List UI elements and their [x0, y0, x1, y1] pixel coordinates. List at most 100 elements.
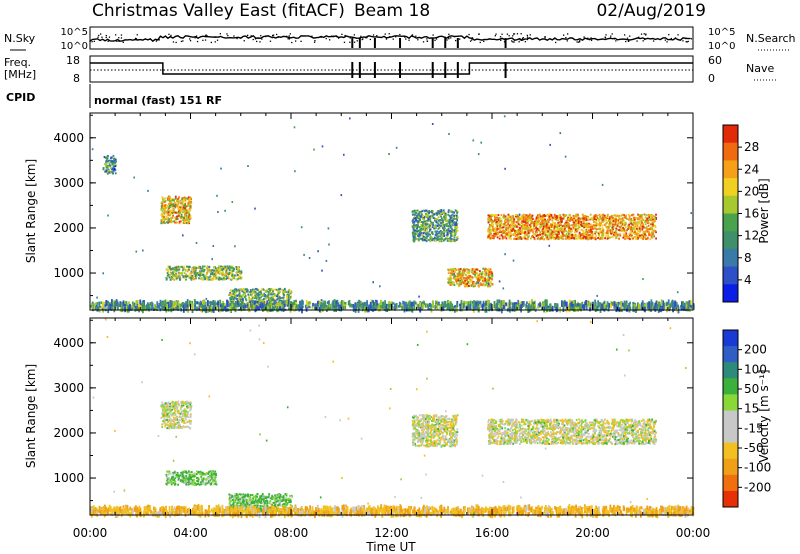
range-gate-cell [412, 239, 415, 242]
range-gate-cell [649, 238, 652, 241]
noise-dot [519, 39, 521, 41]
range-gate-cell [576, 222, 578, 225]
range-gate-cell [508, 234, 511, 237]
range-gate-cell [176, 215, 178, 218]
range-gate-cell [482, 302, 485, 308]
range-gate-cell [279, 290, 281, 293]
range-gate-cell [635, 238, 638, 240]
range-gate-cell [289, 296, 292, 299]
range-gate-cell [447, 210, 450, 213]
range-gate-cell [423, 218, 425, 221]
range-gate-cell [204, 275, 207, 277]
range-gate-cell [473, 282, 475, 285]
noise-dot [563, 34, 565, 36]
range-gate-cell [641, 217, 643, 220]
range-gate-cell [196, 266, 199, 269]
range-gate-cell [250, 305, 253, 310]
range-gate-cell [446, 225, 448, 227]
range-gate-cell [511, 228, 513, 231]
range-gate-cell [272, 290, 274, 293]
range-gate-cell [176, 274, 178, 277]
noise-dot [311, 35, 313, 37]
range-gate-cell [450, 217, 453, 220]
range-gate-cell [218, 276, 221, 279]
range-gate-cell [585, 236, 587, 239]
range-gate-cell [491, 236, 494, 239]
range-gate-cell [161, 202, 164, 205]
noise-dot [576, 41, 578, 43]
range-gate-cell [183, 207, 186, 210]
range-gate-cell [627, 227, 630, 230]
range-gate-cell [449, 209, 452, 212]
range-gate-cell [387, 306, 390, 311]
range-gate-cell [191, 274, 194, 277]
noise-dot [376, 35, 378, 37]
noise-dot [495, 33, 497, 35]
range-gate-cell [184, 205, 187, 208]
range-gate-cell [223, 265, 226, 268]
range-gate-cell [648, 232, 650, 235]
range-gate-cell [202, 270, 205, 273]
range-gate-cell [511, 215, 514, 218]
range-gate-cell [524, 232, 526, 235]
range-gate-cell [307, 306, 309, 309]
range-gate-cell [538, 214, 540, 217]
range-gate-cell [426, 210, 429, 213]
range-gate-cell [278, 296, 281, 299]
range-gate-cell [510, 218, 512, 221]
range-gate-cell [612, 227, 615, 229]
range-gate-cell [169, 202, 171, 205]
range-gate-cell [499, 230, 502, 233]
range-gate-cell [202, 306, 205, 311]
range-gate-cell [541, 224, 543, 227]
range-gate-cell [459, 268, 462, 270]
range-gate-cell [500, 234, 503, 237]
range-gate-cell [287, 291, 290, 293]
range-gate-cell [425, 209, 428, 212]
range-gate-cell [189, 205, 191, 208]
range-gate-cell [442, 212, 445, 214]
range-gate-cell [568, 236, 571, 239]
range-gate-cell [587, 233, 589, 236]
range-gate-cell [440, 209, 443, 212]
range-gate-cell [427, 219, 429, 222]
noise-dot [175, 41, 177, 44]
range-gate-cell [131, 301, 134, 305]
range-gate-cell [594, 232, 597, 235]
range-gate-cell [618, 237, 620, 240]
range-gate-cell [428, 218, 431, 221]
range-gate-cell [423, 223, 426, 226]
range-gate-cell [114, 172, 117, 175]
range-gate-cell [112, 169, 115, 172]
range-gate-cell [612, 228, 614, 231]
range-gate-cell [447, 228, 450, 231]
range-gate-cell [208, 278, 211, 281]
noise-dot [226, 33, 228, 35]
range-gate-cell [470, 279, 473, 282]
range-gate-cell [456, 216, 459, 219]
range-gate-cell [467, 281, 470, 284]
range-gate-cell [556, 234, 559, 236]
noise-dot [180, 40, 183, 43]
range-gate-cell [149, 302, 152, 306]
range-gate-cell [563, 217, 566, 220]
range-gate-cell [264, 290, 267, 293]
range-gate-cell [271, 301, 274, 305]
range-gate-cell [187, 202, 190, 205]
range-gate-cell [475, 281, 478, 284]
noise-dot [434, 39, 436, 41]
range-gate-cell [625, 223, 627, 226]
range-gate-cell [629, 238, 631, 241]
range-gate-cell [414, 215, 416, 218]
range-gate-cell [166, 277, 168, 280]
range-gate-cell [554, 225, 556, 228]
range-gate-cell [270, 293, 273, 296]
range-gate-cell [654, 224, 656, 227]
range-gate-cell [589, 213, 592, 216]
range-gate-cell [551, 219, 554, 222]
range-gate-cell [499, 217, 502, 220]
range-gate-cell [466, 268, 469, 271]
range-gate-cell [114, 301, 116, 307]
range-gate-cell [230, 273, 233, 276]
range-gate-cell [495, 217, 498, 220]
